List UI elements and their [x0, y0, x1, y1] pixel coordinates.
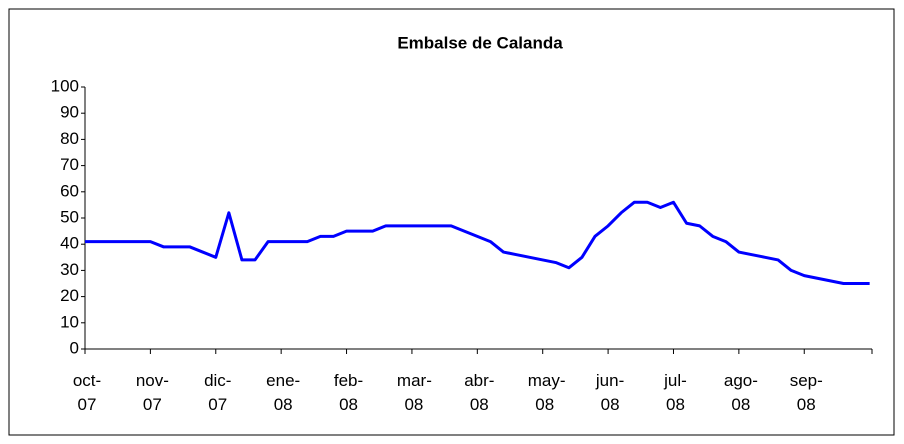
- chart-title: Embalse de Calanda: [397, 33, 563, 52]
- x-tick-label: sep-08: [789, 371, 823, 414]
- y-tick-label: 60: [60, 181, 79, 200]
- x-tick-label: abr-08: [464, 371, 495, 414]
- x-tick-label: jun-08: [595, 371, 625, 414]
- x-tick-label: ago-08: [723, 371, 758, 414]
- x-tick-label: may-08: [527, 371, 566, 414]
- y-tick-label: 40: [60, 234, 79, 253]
- y-tick-label: 70: [60, 155, 79, 174]
- x-tick-label: dic-07: [204, 371, 232, 414]
- x-tick-label: nov-07: [135, 371, 169, 414]
- x-tick-label: ene-08: [266, 371, 301, 414]
- x-tick-label: mar-08: [396, 371, 432, 414]
- data-line: [85, 200, 870, 285]
- y-tick-label: 30: [60, 260, 79, 279]
- y-tick-label: 90: [60, 103, 79, 122]
- y-tick-label: 20: [60, 286, 79, 305]
- y-tick-label: 80: [60, 129, 79, 148]
- y-tick-label: 50: [60, 207, 79, 226]
- y-tick-label: 0: [70, 338, 79, 357]
- x-tick-label: feb-08: [333, 371, 364, 414]
- x-tick-label: jul-08: [664, 371, 687, 414]
- chart-border: [8, 8, 895, 436]
- x-tick-label: oct-07: [72, 371, 102, 414]
- y-tick-label: 10: [60, 312, 79, 331]
- y-tick-label: 100: [51, 76, 79, 95]
